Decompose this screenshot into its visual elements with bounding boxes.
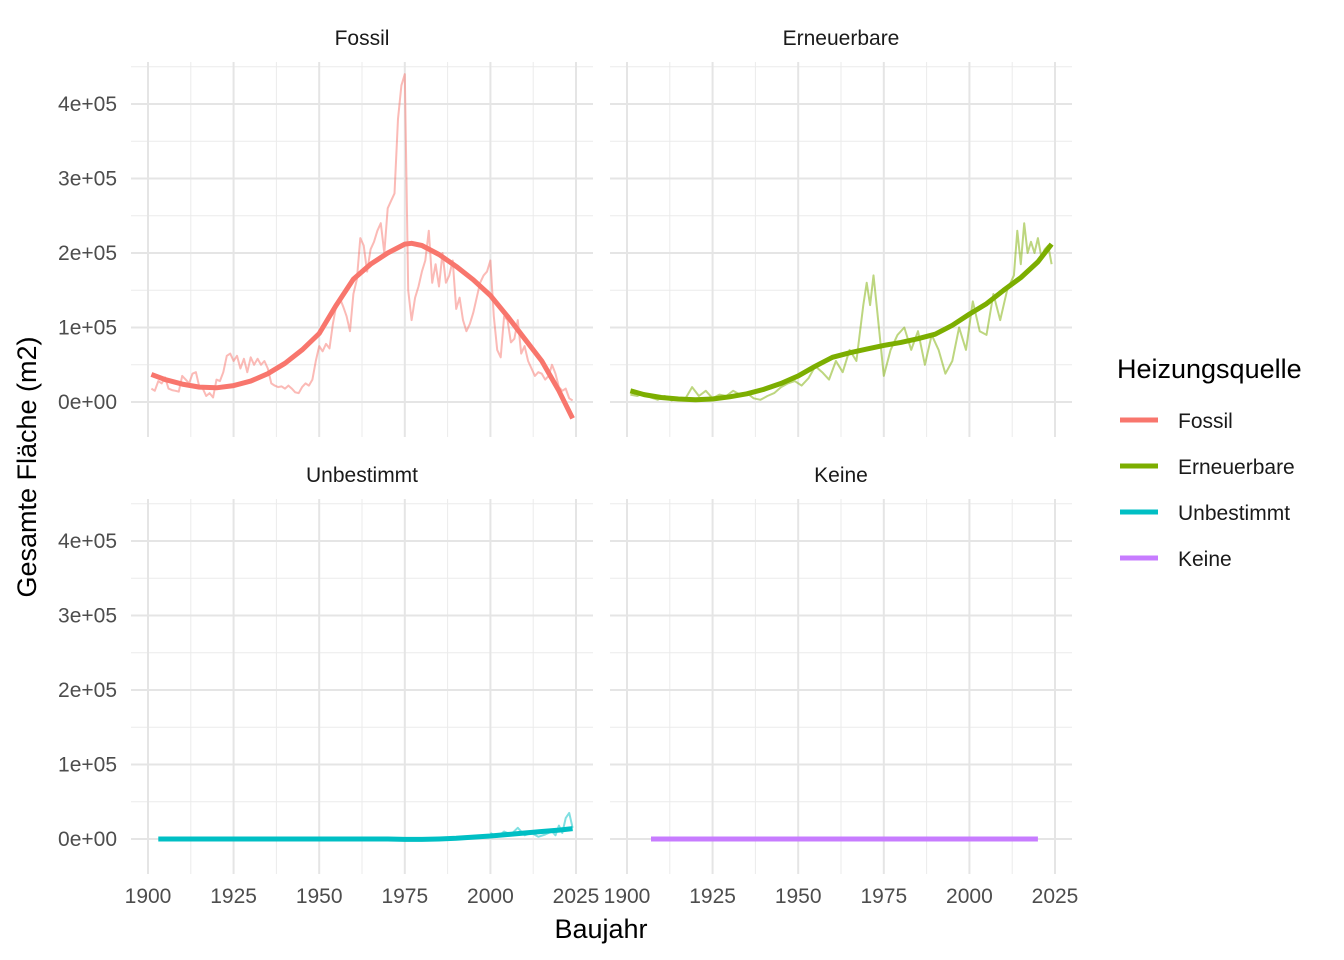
x-tick-label: 1900 — [604, 885, 651, 908]
legend-label: Fossil — [1178, 410, 1233, 433]
legend-label: Unbestimmt — [1178, 502, 1290, 525]
legend-title: Heizungsquelle — [1117, 354, 1302, 384]
legend: Heizungsquelle Fossil Erneuerbare Unbestim… — [1117, 354, 1302, 571]
y-tick-label: 1e+05 — [58, 317, 117, 340]
facet-unbestimmt: Unbestimmt 0e+00 1e+05 2e+05 3e+05 4e+05 1900 1… — [58, 464, 599, 908]
facet-title: Fossil — [335, 27, 390, 50]
smooth-trend-line — [158, 826, 573, 842]
y-tick-label: 2e+05 — [58, 679, 117, 702]
x-tick-label: 1975 — [860, 885, 907, 908]
x-tick-label: 1925 — [210, 885, 257, 908]
facet-title: Keine — [814, 464, 868, 487]
x-tick-label: 1925 — [689, 885, 736, 908]
facet-title: Unbestimmt — [306, 464, 418, 487]
y-tick-label: 2e+05 — [58, 242, 117, 265]
facet-erneuerbare: Erneuerbare — [610, 27, 1072, 437]
x-tick-label: 2025 — [1032, 885, 1079, 908]
raw-series-line — [150, 73, 574, 402]
y-axis-title: Gesamte Fläche (m2) — [12, 336, 42, 597]
smooth-trend-line — [629, 242, 1054, 403]
smooth-trend-line — [150, 240, 575, 420]
x-tick-label: 2025 — [553, 885, 600, 908]
x-tick-label: 2000 — [467, 885, 514, 908]
y-tick-label: 1e+05 — [58, 754, 117, 777]
x-tick-label: 1975 — [381, 885, 428, 908]
x-tick-label: 1900 — [125, 885, 172, 908]
x-tick-label: 1950 — [775, 885, 822, 908]
facet-fossil: Fossil 0e+00 1e+05 2e+05 3e+05 4e+05 — [58, 27, 593, 437]
facet-title: Erneuerbare — [783, 27, 900, 50]
facet-keine: Keine 1900 1925 1950 1975 2000 2025 — [604, 464, 1079, 908]
x-tick-label: 1950 — [296, 885, 343, 908]
y-tick-label: 3e+05 — [58, 605, 117, 628]
y-tick-label: 0e+00 — [58, 828, 117, 851]
y-tick-label: 0e+00 — [58, 391, 117, 414]
facet-panels: Fossil 0e+00 1e+05 2e+05 3e+05 4e+05 Erneuerba… — [58, 27, 1078, 908]
legend-label: Keine — [1178, 548, 1232, 571]
y-tick-label: 3e+05 — [58, 168, 117, 191]
y-tick-label: 4e+05 — [58, 93, 117, 116]
legend-label: Erneuerbare — [1178, 456, 1295, 479]
x-axis-title: Baujahr — [554, 914, 647, 944]
y-tick-label: 4e+05 — [58, 530, 117, 553]
x-tick-label: 2000 — [946, 885, 993, 908]
